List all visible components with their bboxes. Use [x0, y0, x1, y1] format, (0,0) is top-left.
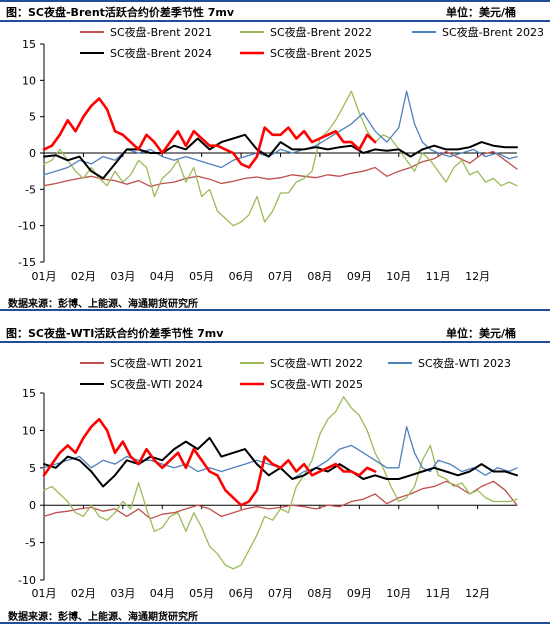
y-tick-label: 5: [29, 462, 36, 475]
x-tick-label: 07月: [268, 270, 293, 283]
x-tick-label: 07月: [268, 587, 293, 600]
bottom-rule: [0, 309, 550, 311]
y-tick-label: -15: [18, 256, 36, 269]
y-tick-label: 5: [29, 111, 36, 124]
x-tick-label: 05月: [189, 587, 214, 600]
y-tick-label: 0: [29, 499, 36, 512]
series-line-2023: [43, 90, 518, 176]
legend-label: SC夜盘-WTI 2023: [418, 356, 511, 370]
x-tick-label: 10月: [386, 587, 411, 600]
x-tick-label: 09月: [347, 270, 372, 283]
series-line-2021: [43, 480, 518, 520]
x-tick-label: 12月: [465, 587, 490, 600]
series-line-2024: [43, 133, 518, 180]
x-tick-label: 06月: [229, 270, 254, 283]
series-line-2022: [43, 90, 518, 227]
unit-label: 单位：美元/桶: [445, 6, 516, 19]
chart-panel-wti: 图：SC夜盘-WTI活跃合约价差季节性 7mv 单位：美元/桶 15 10 5 0 -5…: [0, 321, 550, 626]
series-line-2022: [43, 396, 518, 570]
legend-label: SC夜盘-Brent 2021: [110, 25, 212, 39]
unit-label: 单位：美元/桶: [445, 327, 516, 340]
series-line-2025: [42, 97, 377, 169]
legend-label: SC夜盘-WTI 2022: [270, 356, 363, 370]
x-tick-label: 06月: [229, 587, 254, 600]
legend-label: SC夜盘-WTI 2024: [110, 377, 203, 391]
x-tick-label: 10月: [386, 270, 411, 283]
x-tick-label: 02月: [71, 587, 96, 600]
chart-panel-brent: 图：SC夜盘-Brent活跃合约价差季节性 7mv 单位：美元/桶 15 10 5 0…: [0, 0, 550, 311]
y-tick-label: 10: [22, 424, 36, 437]
x-tick-label: 04月: [150, 587, 175, 600]
legend-label: SC夜盘-WTI 2025: [270, 377, 363, 391]
legend-label: SC夜盘-Brent 2024: [110, 46, 212, 60]
legend-label: SC夜盘-Brent 2023: [442, 25, 544, 39]
y-tick-label: -10: [18, 574, 36, 587]
y-tick-label: 10: [22, 74, 36, 87]
series-line-2021: [43, 150, 518, 188]
x-tick-label: 08月: [307, 270, 332, 283]
x-tick-label: 01月: [32, 270, 57, 283]
y-tick-label: -5: [25, 183, 36, 196]
x-tick-label: 02月: [71, 270, 96, 283]
y-tick-label: 15: [22, 387, 36, 400]
x-tick-label: 11月: [426, 270, 451, 283]
x-tick-label: 01月: [32, 587, 57, 600]
bottom-rule: [0, 622, 550, 624]
header-rule: [0, 20, 550, 22]
x-tick-label: 04月: [150, 270, 175, 283]
y-tick-label: 0: [29, 147, 36, 160]
x-tick-label: 08月: [307, 587, 332, 600]
header-rule: [0, 341, 550, 343]
x-tick-label: 03月: [110, 587, 135, 600]
y-tick-label: -10: [18, 220, 36, 233]
x-tick-label: 12月: [465, 270, 490, 283]
chart-header: 图：SC夜盘-WTI活跃合约价差季节性 7mv 单位：美元/桶: [0, 323, 550, 341]
x-tick-label: 05月: [189, 270, 214, 283]
source-note: 数据来源：彭博、上能源、海通期货研究所: [8, 612, 198, 623]
y-tick-label: 15: [22, 38, 36, 51]
legend-label: SC夜盘-Brent 2022: [270, 25, 372, 39]
legend-label: SC夜盘-Brent 2025: [270, 46, 372, 60]
x-tick-label: 11月: [426, 587, 451, 600]
x-tick-label: 09月: [347, 587, 372, 600]
source-note: 数据来源：彭博、上能源、海通期货研究所: [8, 299, 198, 310]
y-tick-label: -5: [25, 537, 36, 550]
top-rule: [0, 0, 550, 2]
chart-header: 图：SC夜盘-Brent活跃合约价差季节性 7mv 单位：美元/桶: [0, 2, 550, 20]
chart-title: 图：SC夜盘-Brent活跃合约价差季节性 7mv: [6, 6, 235, 19]
x-tick-label: 03月: [110, 270, 135, 283]
series-line-2025: [42, 417, 377, 507]
legend-label: SC夜盘-WTI 2021: [110, 356, 203, 370]
chart-title: 图：SC夜盘-WTI活跃合约价差季节性 7mv: [6, 327, 224, 340]
